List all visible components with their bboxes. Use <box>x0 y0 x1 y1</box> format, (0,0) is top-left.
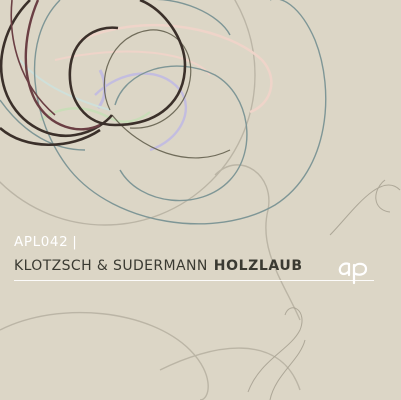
teal-spiral <box>0 99 86 151</box>
flourish-curve <box>269 339 306 400</box>
label-logo <box>338 262 368 285</box>
flourish-curve <box>329 184 401 236</box>
background-arc <box>159 347 301 391</box>
background-arc <box>214 164 301 321</box>
olive-spiral <box>103 29 192 129</box>
maroon-curve <box>10 0 56 116</box>
background-arc <box>0 0 256 226</box>
background-arc <box>0 311 209 400</box>
maroon-curve <box>24 0 101 131</box>
dark-spiral <box>68 0 187 127</box>
artist-name: KLOTZSCH & SUDERMANN <box>14 258 208 274</box>
lavender-curve <box>94 72 188 152</box>
catalog-number: APL042 | <box>14 234 77 250</box>
teal-spiral <box>140 0 231 36</box>
teal-spiral <box>33 0 327 225</box>
pink-curve <box>79 23 273 114</box>
pink-curve <box>54 50 211 76</box>
dark-spiral <box>0 127 101 146</box>
release-credit: KLOTZSCH & SUDERMANN HOLZLAUB <box>14 258 303 274</box>
release-title: HOLZLAUB <box>213 258 303 274</box>
flourish-curve <box>375 179 391 213</box>
flourish-curve <box>247 307 303 393</box>
teal-spiral <box>114 65 248 202</box>
divider-line <box>14 280 374 281</box>
catalog-separator: | <box>72 234 78 250</box>
dark-spiral <box>0 0 114 138</box>
green-curve <box>19 59 111 111</box>
catalog-number-text: APL042 <box>14 234 69 250</box>
